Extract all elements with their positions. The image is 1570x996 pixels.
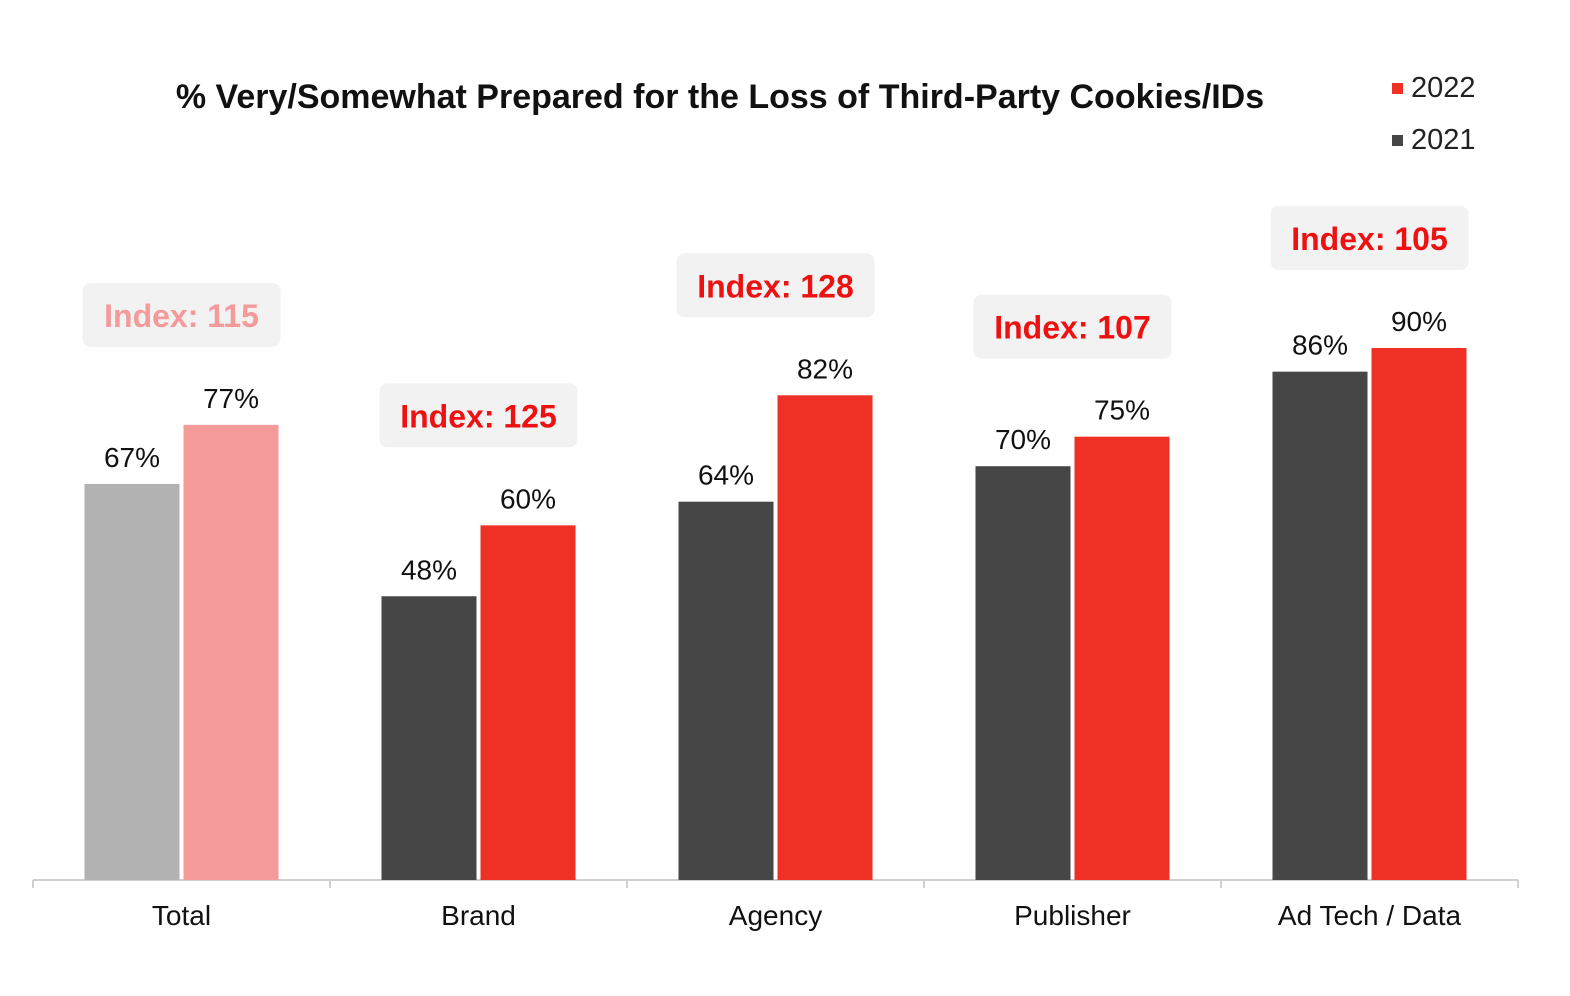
index-annotation-box (379, 383, 578, 448)
index-annotation-label: Index: 105 (1291, 221, 1448, 257)
x-tick-label: Publisher (1014, 900, 1131, 931)
data-label-2022: 82% (797, 353, 853, 384)
index-annotation-label: Index: 125 (400, 398, 557, 434)
data-label-2022: 75% (1094, 395, 1150, 426)
bar-2022-total (183, 424, 279, 880)
bar-2022-ad-tech-data (1371, 348, 1467, 880)
legend-item-2022: 2022 (1392, 72, 1542, 105)
data-label-2021: 64% (698, 460, 754, 491)
index-annotation-label: Index: 115 (104, 298, 259, 334)
bar-2021-total (84, 483, 180, 880)
bar-2022-publisher (1074, 436, 1170, 880)
data-label-2022: 60% (500, 483, 556, 514)
legend-label-2022: 2022 (1411, 72, 1476, 104)
legend-item-2021: 2021 (1392, 124, 1542, 157)
data-label-2021: 48% (401, 554, 457, 585)
data-label-2021: 86% (1292, 330, 1348, 361)
bar-2021-agency (678, 501, 774, 880)
chart-title: % Very/Somewhat Prepared for the Loss of… (175, 78, 1265, 116)
legend-label-2021: 2021 (1411, 124, 1476, 156)
bar-2022-agency (777, 395, 873, 880)
data-label-2022: 90% (1391, 306, 1447, 337)
x-tick-label: Ad Tech / Data (1278, 900, 1462, 931)
index-annotation-label: Index: 128 (697, 268, 854, 304)
legend-swatch-2021 (1392, 135, 1403, 146)
x-tick-label: Total (152, 900, 211, 931)
index-annotation-box (676, 253, 875, 318)
data-label-2022: 77% (203, 383, 259, 414)
data-label-2021: 70% (995, 424, 1051, 455)
bar-2021-brand (381, 596, 477, 880)
bar-2021-publisher (975, 466, 1071, 880)
index-annotation-box (1270, 206, 1469, 270)
index-annotation-box (973, 294, 1172, 359)
x-tick-label: Brand (441, 900, 516, 931)
x-tick-label: Agency (729, 900, 822, 931)
bar-2022-brand (480, 525, 576, 880)
bar-2021-ad-tech-data (1272, 371, 1368, 880)
data-label-2021: 67% (104, 442, 160, 473)
index-annotation-label: Index: 107 (994, 310, 1151, 346)
index-annotation-box (82, 282, 281, 347)
legend-swatch-2022 (1392, 83, 1403, 94)
